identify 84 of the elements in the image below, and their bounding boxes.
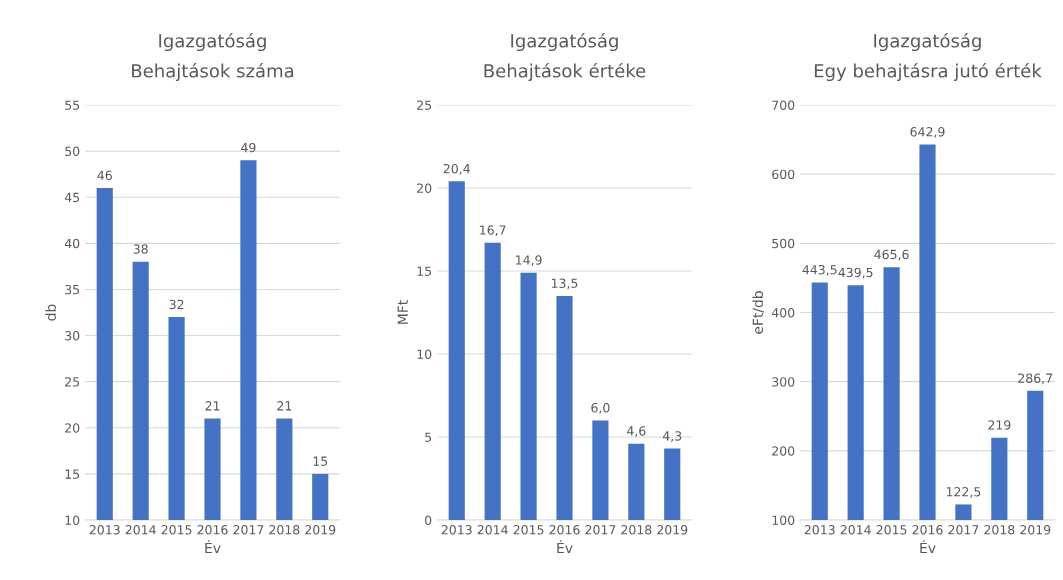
y-axis-title: db xyxy=(45,304,56,321)
x-tick-label: 2016 xyxy=(549,525,580,535)
y-tick-label: 5 xyxy=(425,432,432,442)
x-axis-title: Év xyxy=(557,540,573,554)
x-tick-label: 2013 xyxy=(89,525,120,535)
x-tick-label: 2019 xyxy=(305,525,336,535)
y-tick-label: 50 xyxy=(65,146,80,157)
y-tick-label: 10 xyxy=(417,349,432,359)
y-tick-label: 20 xyxy=(417,183,432,193)
chart-title: Igazgatóság xyxy=(511,32,618,52)
x-tick-label: 2016 xyxy=(197,525,228,535)
y-tick-label: 700 xyxy=(772,100,795,110)
chart-title: Igazgatóság xyxy=(874,32,981,52)
y-tick-label: 100 xyxy=(772,515,795,525)
y-tick-label: 15 xyxy=(65,469,80,479)
bar xyxy=(448,181,465,520)
x-tick-label: 2016 xyxy=(912,525,943,535)
y-tick-label: 25 xyxy=(417,100,432,110)
bar xyxy=(520,272,537,520)
y-tick-label: 0 xyxy=(425,515,432,525)
y-tick-label: 400 xyxy=(771,307,795,318)
data-label: 49 xyxy=(241,142,256,153)
data-label: 46 xyxy=(97,170,112,181)
data-label: 15 xyxy=(313,456,328,466)
x-tick-label: 2017 xyxy=(948,525,979,535)
y-tick-label: 500 xyxy=(772,238,795,249)
y-tick-label: 20 xyxy=(65,423,80,433)
data-label: 14,9 xyxy=(516,255,542,266)
x-tick-label: 2019 xyxy=(657,525,688,535)
y-tick-label: 35 xyxy=(65,284,80,295)
x-tick-label: 2014 xyxy=(840,525,871,535)
data-label: 219 xyxy=(988,420,1011,430)
bar xyxy=(592,420,609,520)
y-tick-label: 55 xyxy=(65,100,80,110)
bar xyxy=(664,448,681,520)
x-tick-label: 2013 xyxy=(804,525,835,535)
x-tick-label: 2019 xyxy=(1020,525,1051,535)
y-tick-label: 200 xyxy=(772,446,795,456)
x-axis-title: Év xyxy=(920,540,936,554)
data-label: 443,5 xyxy=(802,264,837,276)
data-label: 286,7 xyxy=(1018,373,1053,385)
y-tick-label: 600 xyxy=(772,169,795,180)
x-tick-label: 2018 xyxy=(621,525,652,535)
x-tick-label: 2015 xyxy=(876,525,907,535)
y-tick-label: 45 xyxy=(64,192,80,203)
data-label: 13,5 xyxy=(551,278,578,290)
y-tick-label: 10 xyxy=(65,515,80,525)
data-label: 20,4 xyxy=(443,163,470,175)
x-tick-label: 2017 xyxy=(233,525,264,535)
data-label: 16,7 xyxy=(480,225,506,237)
x-tick-label: 2014 xyxy=(125,525,156,535)
y-tick-label: 30 xyxy=(65,331,80,341)
y-tick-label: 15 xyxy=(417,266,432,276)
y-axis-title: MFt xyxy=(397,300,408,324)
x-tick-label: 2013 xyxy=(441,525,472,535)
data-label: 465,6 xyxy=(874,249,909,261)
y-axis-title: eFt/db xyxy=(752,291,765,334)
y-tick-label: 40 xyxy=(64,238,80,249)
data-label: 32 xyxy=(169,299,184,310)
x-tick-label: 2018 xyxy=(984,525,1015,535)
x-tick-label: 2014 xyxy=(477,525,508,535)
data-label: 21 xyxy=(205,401,220,411)
chart-title: Igazgatóság xyxy=(159,32,266,52)
x-axis-title: Év xyxy=(205,540,221,554)
chart-subtitle: Behajtások száma xyxy=(132,62,294,82)
bar xyxy=(628,443,645,520)
x-tick-label: 2018 xyxy=(269,525,300,535)
data-label: 122,5 xyxy=(946,487,981,498)
data-label: 439,5 xyxy=(838,267,873,279)
chart-subtitle: Egy behajtásra jutó érték xyxy=(814,62,1042,82)
data-label: 4,6 xyxy=(627,426,646,437)
y-tick-label: 300 xyxy=(772,377,795,387)
x-tick-label: 2017 xyxy=(585,525,616,535)
chart-subtitle: Behajtások értéke xyxy=(484,62,646,82)
data-label: 21 xyxy=(277,401,292,411)
data-label: 642,9 xyxy=(910,127,945,138)
data-label: 38 xyxy=(133,244,148,254)
x-tick-label: 2015 xyxy=(513,525,544,535)
data-label: 4,3 xyxy=(662,431,682,442)
bar xyxy=(484,242,501,520)
x-tick-label: 2015 xyxy=(161,525,192,535)
y-tick-label: 25 xyxy=(65,377,80,387)
data-label: 6,0 xyxy=(591,402,610,414)
bar xyxy=(556,295,573,520)
